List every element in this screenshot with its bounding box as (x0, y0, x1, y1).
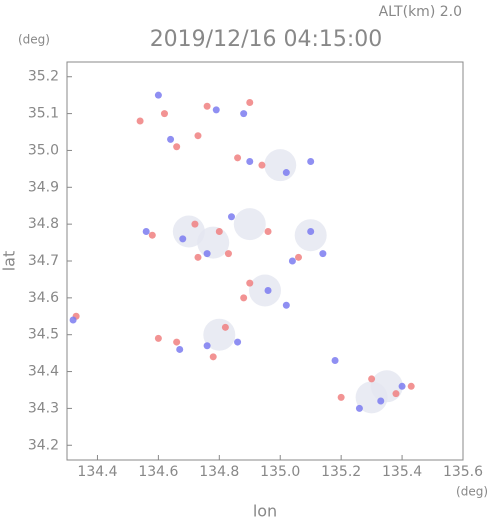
echo (282, 301, 290, 309)
echo (264, 149, 297, 182)
echo (69, 316, 77, 324)
echo (227, 213, 235, 221)
echo (215, 228, 223, 236)
echo (136, 117, 144, 125)
y-tick-label: 34.4 (28, 364, 59, 380)
frame (66, 61, 464, 461)
echo (407, 382, 415, 390)
echo (234, 338, 242, 346)
echo (234, 154, 242, 162)
echo (398, 382, 406, 390)
echo (203, 342, 211, 350)
echo (377, 397, 385, 405)
y-tick-label: 35.1 (28, 106, 59, 122)
x-unit: (deg) (456, 485, 488, 499)
echo (307, 158, 315, 165)
echo (355, 404, 363, 412)
echo (154, 91, 162, 99)
echo (212, 106, 220, 114)
echo (203, 250, 211, 258)
echo (167, 135, 175, 143)
echo (295, 253, 303, 261)
echo (197, 226, 230, 259)
echo (264, 228, 272, 236)
echo (233, 208, 266, 241)
x-tick-label: 134.8 (199, 464, 239, 480)
echo (246, 279, 254, 287)
echo (176, 345, 184, 353)
echo (160, 110, 168, 118)
echo (307, 228, 315, 236)
echo (142, 228, 150, 236)
y-tick-label: 34.5 (28, 327, 59, 343)
echo (319, 250, 327, 258)
y-tick-label: 34.2 (28, 437, 59, 453)
echo (173, 143, 181, 151)
echo (209, 353, 217, 361)
y-label: lat (0, 251, 19, 272)
altitude: ALT(km) 2.0 (379, 4, 462, 20)
x-label: lon (253, 502, 277, 521)
y-tick-label: 34.3 (28, 400, 59, 416)
echo (246, 158, 254, 165)
echo (194, 132, 202, 140)
plot-area (69, 91, 415, 414)
chart-title: 2019/12/16 04:15:00 (150, 27, 383, 52)
x-tick-label: 135.4 (382, 464, 422, 480)
echo (224, 250, 232, 258)
echo (282, 169, 290, 177)
echo (221, 323, 229, 331)
y-tick-label: 34.6 (28, 290, 59, 306)
x-tick-label: 134.6 (138, 464, 178, 480)
echo (203, 102, 211, 110)
echo (194, 253, 202, 261)
echo (179, 235, 187, 243)
echo (392, 390, 400, 398)
y-tick-label: 35.0 (28, 142, 59, 158)
echo (240, 294, 248, 302)
echo (154, 334, 162, 342)
y-tick-label: 34.7 (28, 253, 59, 269)
x-tick-label: 135.0 (260, 464, 300, 480)
y-unit: (deg) (18, 33, 50, 47)
echo (246, 99, 254, 107)
x-tick-label: 134.4 (77, 464, 117, 480)
echo (258, 161, 266, 169)
x-tick-label: 135.2 (321, 464, 361, 480)
y-tick-label: 34.9 (28, 179, 59, 195)
y-tick-label: 35.2 (28, 69, 59, 85)
echo (191, 220, 199, 228)
echo (337, 393, 345, 401)
x-tick-label: 135.6 (443, 464, 483, 480)
y-tick-label: 34.8 (28, 216, 59, 232)
echo (288, 257, 296, 265)
echo (368, 375, 376, 383)
echo (370, 370, 403, 403)
echo (264, 286, 272, 294)
echo (148, 231, 156, 239)
echo (240, 110, 248, 118)
echo (294, 219, 327, 252)
echo (331, 357, 339, 364)
echo (173, 338, 181, 346)
